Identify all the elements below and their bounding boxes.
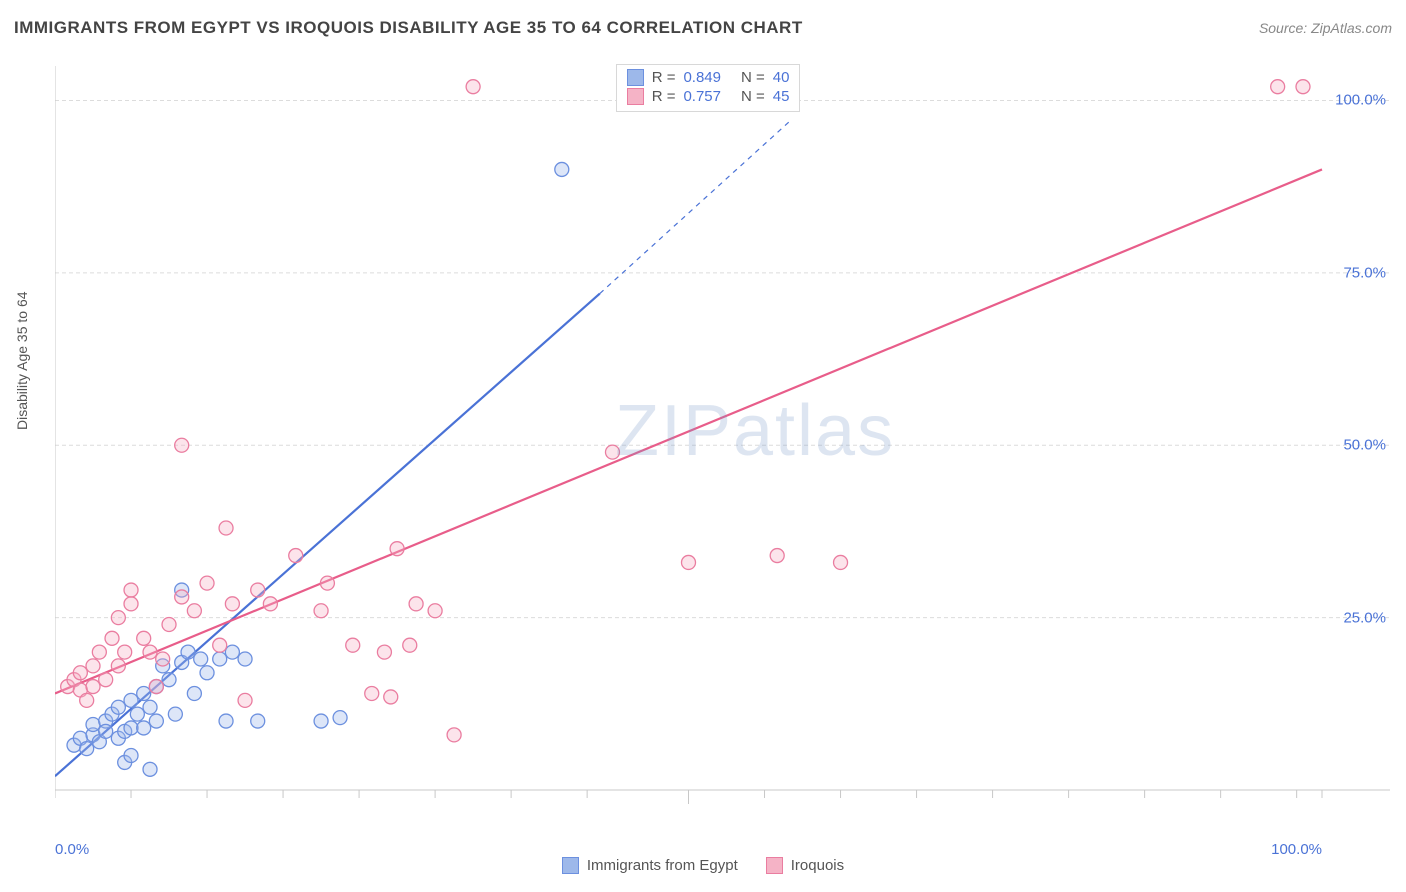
bottom-legend: Immigrants from Egypt Iroquois [0, 857, 1406, 874]
y-axis-label: Disability Age 35 to 64 [14, 291, 30, 430]
stat-n-value: 40 [773, 69, 790, 86]
source-attribution: Source: ZipAtlas.com [1259, 20, 1392, 36]
x-tick-label: 0.0% [55, 841, 89, 858]
y-tick-label: 25.0% [1343, 609, 1386, 626]
legend-item: Immigrants from Egypt [562, 857, 738, 874]
stat-r-label: R = [652, 88, 676, 105]
chart-plot-area: ZIPatlas R = 0.849N = 40R = 0.757N = 45 … [55, 60, 1390, 830]
y-tick-label: 50.0% [1343, 437, 1386, 454]
chart-svg [55, 60, 1390, 830]
series-swatch [627, 88, 644, 105]
legend-item: Iroquois [766, 857, 844, 874]
stat-r-value: 0.849 [683, 69, 721, 86]
correlation-stats-box: R = 0.849 N = 40 R = 0.757 N = 45 [616, 64, 801, 112]
legend-label: Iroquois [791, 857, 844, 874]
stat-r-label: R = [652, 69, 676, 86]
legend-swatch [766, 857, 783, 874]
stat-r-value: 0.757 [683, 88, 721, 105]
series-swatch [627, 69, 644, 86]
chart-title: IMMIGRANTS FROM EGYPT VS IROQUOIS DISABI… [14, 18, 803, 38]
y-tick-label: 75.0% [1343, 264, 1386, 281]
stat-n-label: N = [741, 69, 765, 86]
x-tick-label: 100.0% [1271, 841, 1322, 858]
stats-row: R = 0.849 N = 40 [627, 69, 790, 86]
legend-label: Immigrants from Egypt [587, 857, 738, 874]
legend-swatch [562, 857, 579, 874]
stat-n-value: 45 [773, 88, 790, 105]
stat-n-label: N = [741, 88, 765, 105]
stats-row: R = 0.757 N = 45 [627, 88, 790, 105]
y-tick-label: 100.0% [1335, 92, 1386, 109]
